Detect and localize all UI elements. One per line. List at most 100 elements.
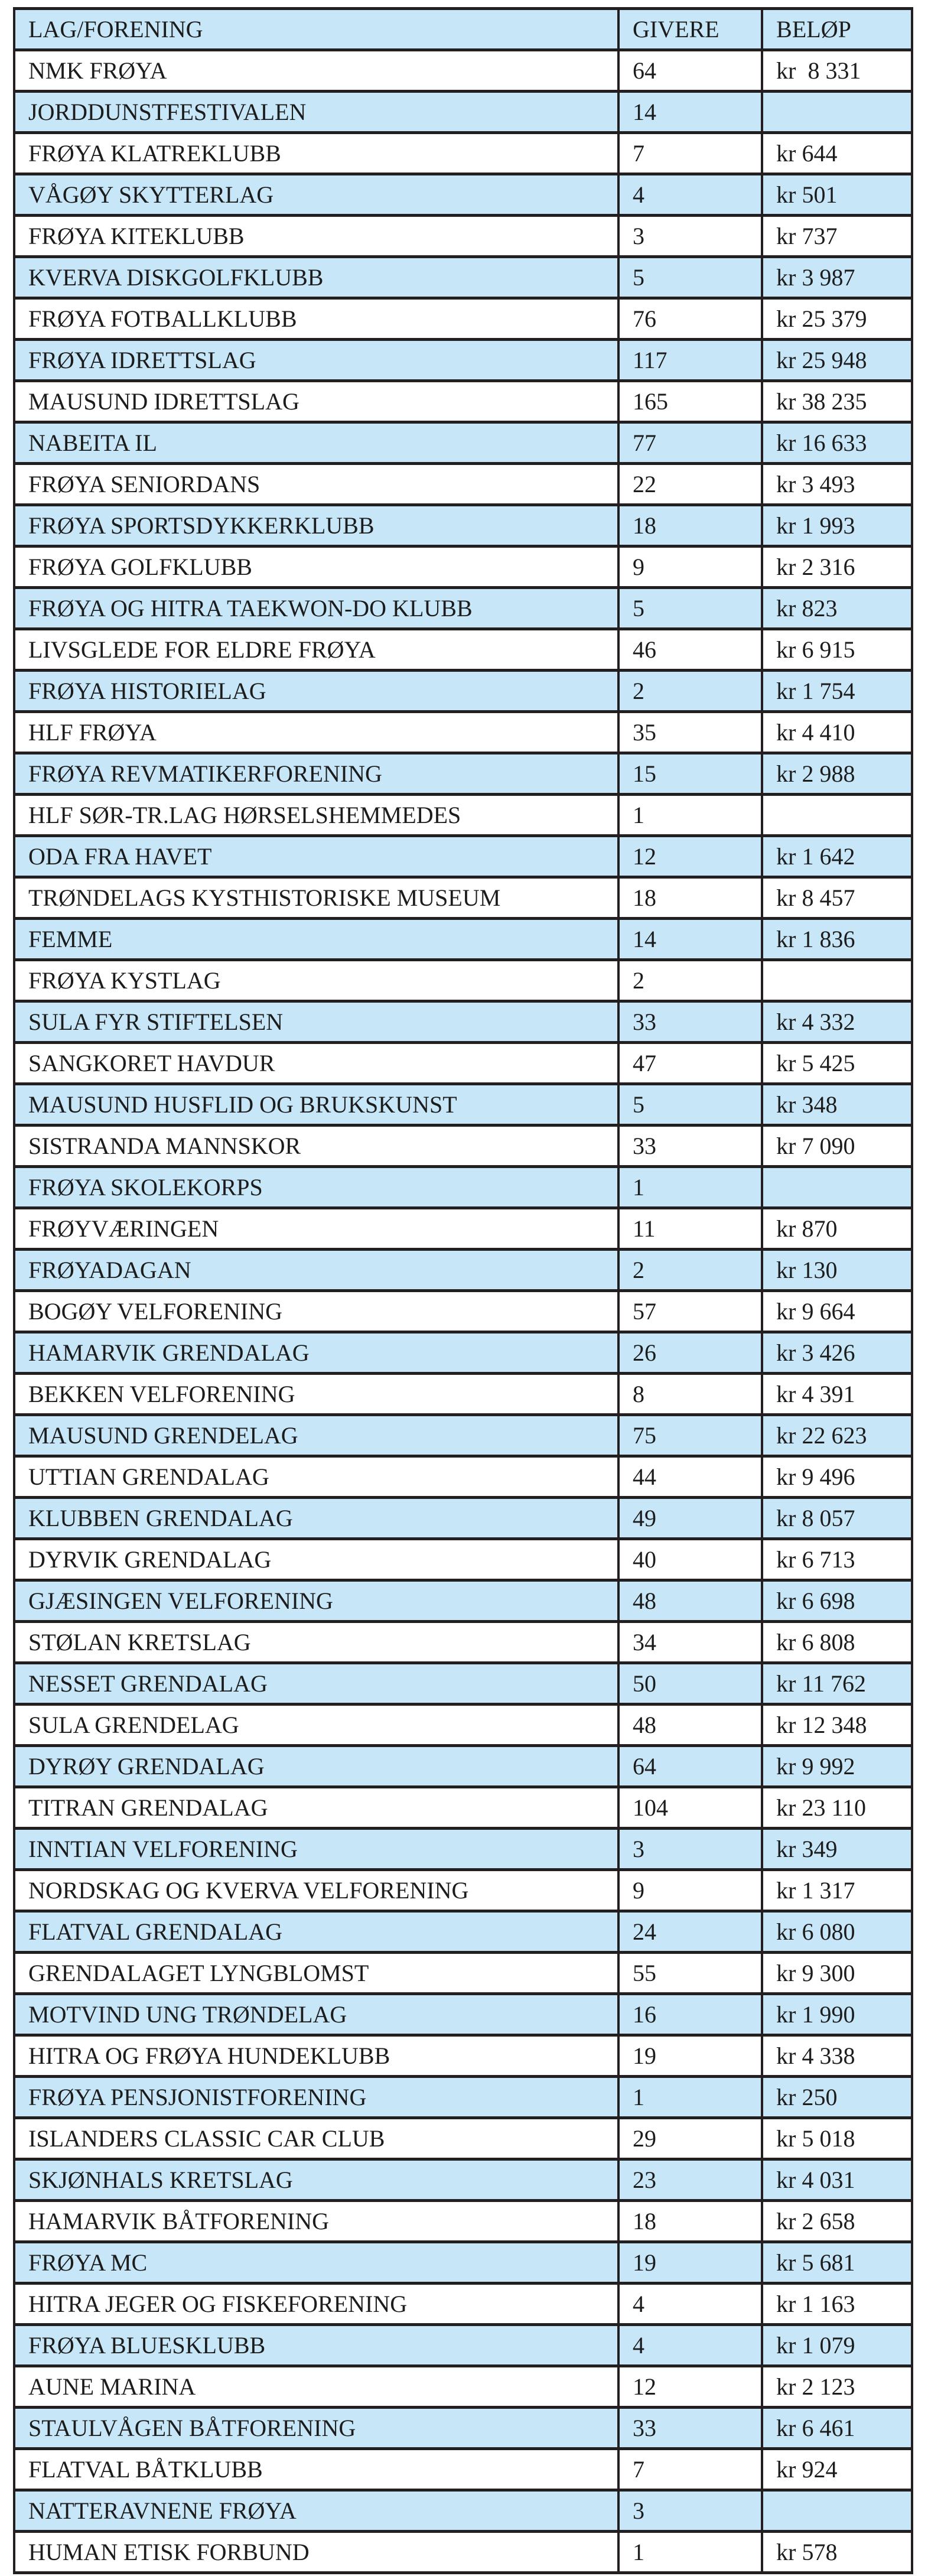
cell-givere: 34 (617, 1620, 764, 1664)
cell-lag-forening: HITRA OG FRØYA HUNDEKLUBB (13, 2034, 620, 2078)
cell-givere: 44 (617, 1455, 764, 1499)
cell-givere: 165 (617, 379, 764, 424)
table-row: BEKKEN VELFORENING 8 kr 4 391 (13, 1372, 913, 1416)
cell-givere: 64 (617, 48, 764, 93)
table-row: TITRAN GRENDALAG 104 kr 23 110 (13, 1785, 913, 1830)
table-row: ISLANDERS CLASSIC CAR CLUB 29 kr 5 018 (13, 2116, 913, 2161)
cell-lag-forening: FRØYA SPORTSDYKKERKLUBB (13, 503, 620, 548)
table-row: FRØYA OG HITRA TAEKWON-DO KLUBB 5 kr 823 (13, 586, 913, 630)
table-row: FRØYA MC 19 kr 5 681 (13, 2240, 913, 2285)
cell-givere: 2 (617, 958, 764, 1003)
cell-belop: kr 5 425 (761, 1041, 913, 1085)
cell-belop: kr 11 762 (761, 1661, 913, 1706)
cell-givere: 3 (617, 1827, 764, 1871)
cell-lag-forening: FRØYA BLUESKLUBB (13, 2323, 620, 2367)
cell-lag-forening: HUMAN ETISK FORBUND (13, 2530, 620, 2574)
table-row: SANGKORET HAVDUR 47 kr 5 425 (13, 1041, 913, 1085)
cell-givere: 7 (617, 131, 764, 175)
cell-givere: 14 (617, 90, 764, 134)
cell-lag-forening: FRØYADAGAN (13, 1248, 620, 1292)
table-row: FRØYA BLUESKLUBB 4 kr 1 079 (13, 2323, 913, 2367)
cell-belop: kr 4 391 (761, 1372, 913, 1416)
cell-belop: kr 3 426 (761, 1331, 913, 1375)
cell-givere: 3 (617, 2489, 764, 2533)
cell-givere: 33 (617, 1000, 764, 1044)
cell-belop: kr 870 (761, 1206, 913, 1251)
cell-givere: 26 (617, 1331, 764, 1375)
cell-lag-forening: KLUBBEN GRENDALAG (13, 1496, 620, 1540)
table-row: DYRØY GRENDALAG 64 kr 9 992 (13, 1744, 913, 1788)
table-row: FLATVAL GRENDALAG 24 kr 6 080 (13, 1910, 913, 1954)
cell-belop: kr 22 623 (761, 1413, 913, 1458)
cell-givere: 15 (617, 752, 764, 796)
cell-lag-forening: HAMARVIK BÅTFORENING (13, 2199, 620, 2243)
cell-lag-forening: FRØYA FOTBALLKLUBB (13, 297, 620, 341)
cell-givere: 2 (617, 1248, 764, 1292)
column-header-givere: GIVERE (617, 7, 764, 51)
cell-lag-forening: HLF FRØYA (13, 710, 620, 754)
table-row: KLUBBEN GRENDALAG 49 kr 8 057 (13, 1496, 913, 1540)
cell-belop: kr 578 (761, 2530, 913, 2574)
cell-belop: kr 9 664 (761, 1289, 913, 1333)
table-row: NESSET GRENDALAG 50 kr 11 762 (13, 1661, 913, 1706)
cell-belop (761, 1165, 913, 1209)
cell-lag-forening: GJÆSINGEN VELFORENING (13, 1579, 620, 1623)
table-row: FRØYA REVMATIKERFORENING 15 kr 2 988 (13, 752, 913, 796)
cell-belop (761, 793, 913, 837)
cell-belop: kr 1 079 (761, 2323, 913, 2367)
table-row: INNTIAN VELFORENING 3 kr 349 (13, 1827, 913, 1871)
table-row: SKJØNHALS KRETSLAG 23 kr 4 031 (13, 2158, 913, 2202)
cell-givere: 19 (617, 2034, 764, 2078)
cell-lag-forening: MOTVIND UNG TRØNDELAG (13, 1992, 620, 2037)
cell-lag-forening: DYRVIK GRENDALAG (13, 1537, 620, 1582)
cell-lag-forening: FRØYA HISTORIELAG (13, 669, 620, 713)
cell-givere: 5 (617, 255, 764, 300)
table-row: NATTERAVNENE FRØYA 3 (13, 2489, 913, 2533)
table-row: FRØYA KLATREKLUBB 7 kr 644 (13, 131, 913, 175)
cell-givere: 19 (617, 2240, 764, 2285)
cell-givere: 33 (617, 1124, 764, 1168)
cell-belop: kr 8 331 (761, 48, 913, 93)
cell-lag-forening: AUNE MARINA (13, 2364, 620, 2409)
cell-lag-forening: FRØYA SENIORDANS (13, 462, 620, 506)
cell-lag-forening: FRØYA GOLFKLUBB (13, 545, 620, 589)
cell-givere: 9 (617, 1868, 764, 1913)
cell-givere: 1 (617, 793, 764, 837)
cell-belop: kr 644 (761, 131, 913, 175)
table-row: HLF FRØYA 35 kr 4 410 (13, 710, 913, 754)
cell-givere: 12 (617, 2364, 764, 2409)
cell-lag-forening: FRØYA KYSTLAG (13, 958, 620, 1003)
cell-givere: 24 (617, 1910, 764, 1954)
cell-givere: 16 (617, 1992, 764, 2037)
table-row: JORDDUNSTFESTIVALEN 14 (13, 90, 913, 134)
table-row: HITRA JEGER OG FISKEFORENING 4 kr 1 163 (13, 2282, 913, 2326)
cell-givere: 2 (617, 669, 764, 713)
table-row: UTTIAN GRENDALAG 44 kr 9 496 (13, 1455, 913, 1499)
table-row: FRØYA GOLFKLUBB 9 kr 2 316 (13, 545, 913, 589)
cell-lag-forening: NORDSKAG OG KVERVA VELFORENING (13, 1868, 620, 1913)
table-body: NMK FRØYA 64 kr 8 331 JORDDUNSTFESTIVALE… (13, 48, 913, 2574)
table-row: GRENDALAGET LYNGBLOMST 55 kr 9 300 (13, 1951, 913, 1995)
column-header-lag-forening: LAG/FORENING (13, 7, 620, 51)
cell-lag-forening: VÅGØY SKYTTERLAG (13, 173, 620, 217)
table-row: FLATVAL BÅTKLUBB 7 kr 924 (13, 2447, 913, 2492)
cell-lag-forening: STAULVÅGEN BÅTFORENING (13, 2406, 620, 2450)
cell-givere: 33 (617, 2406, 764, 2450)
cell-belop: kr 1 754 (761, 669, 913, 713)
table-row: HITRA OG FRØYA HUNDEKLUBB 19 kr 4 338 (13, 2034, 913, 2078)
table-row: FRØYA HISTORIELAG 2 kr 1 754 (13, 669, 913, 713)
cell-givere: 1 (617, 1165, 764, 1209)
cell-givere: 48 (617, 1703, 764, 1747)
table-row: ODA FRA HAVET 12 kr 1 642 (13, 834, 913, 879)
cell-belop: kr 2 123 (761, 2364, 913, 2409)
cell-givere: 40 (617, 1537, 764, 1582)
cell-givere: 5 (617, 1082, 764, 1127)
cell-givere: 55 (617, 1951, 764, 1995)
cell-belop: kr 1 836 (761, 917, 913, 961)
cell-lag-forening: TITRAN GRENDALAG (13, 1785, 620, 1830)
cell-belop: kr 4 031 (761, 2158, 913, 2202)
table-row: FRØYA SENIORDANS 22 kr 3 493 (13, 462, 913, 506)
cell-givere: 11 (617, 1206, 764, 1251)
cell-belop: kr 4 410 (761, 710, 913, 754)
table-row: FRØYVÆRINGEN 11 kr 870 (13, 1206, 913, 1251)
